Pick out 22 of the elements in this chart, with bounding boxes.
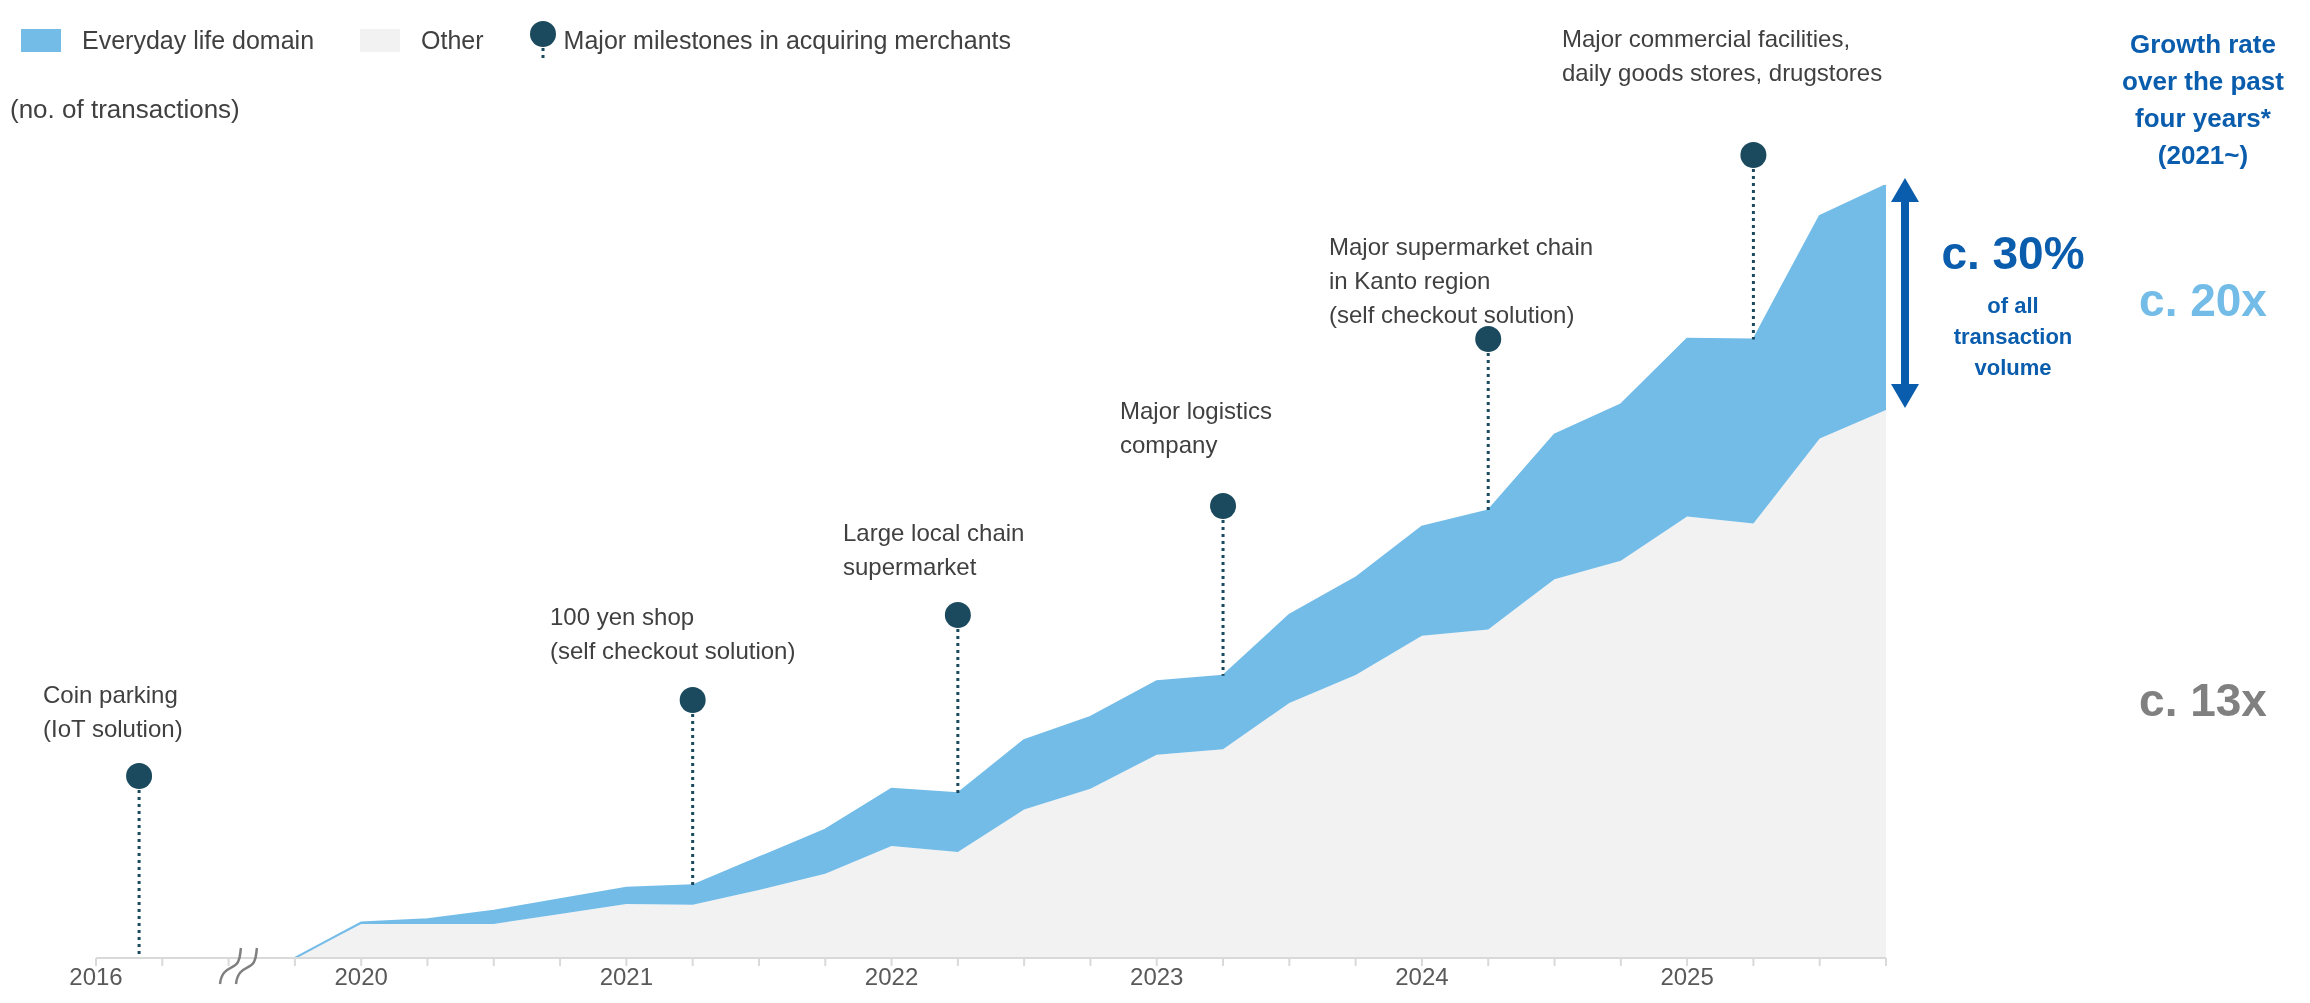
x-tick-label: 2022 (864, 963, 919, 991)
annotation: Coin parking (IoT solution) (43, 680, 183, 744)
text: Major commercial facilities, daily goods stores, drugstores (1562, 24, 1883, 88)
x-tick-label: 2024 (1395, 963, 1449, 991)
annotation: Major supermarket chain in Kanto region (self checkout solution) (1329, 232, 1594, 330)
text: c. 13x (2138, 673, 2268, 727)
legend-label: Everyday life domain (82, 25, 315, 55)
x-tick-label: 2023 (1130, 963, 1184, 991)
x-tick-label: 2016 (69, 963, 123, 991)
text: c. 30% (1940, 226, 2086, 280)
x-tick-label: 2021 (599, 963, 654, 991)
annotation: Major logistics company (1120, 396, 1273, 460)
annotation: 100 yen shop (self checkout solution) (550, 602, 796, 666)
x-tick-label: 2025 (1660, 963, 1714, 991)
legend-label: Other (421, 25, 484, 55)
annotation: Large local chain supermarket (843, 518, 1025, 582)
y-axis-title: (no. of transactions) (10, 94, 240, 125)
text: c. 20x (2138, 273, 2268, 327)
text: Major milestones in acquiring merchants (563, 25, 1012, 55)
x-tick-label: 2020 (334, 963, 388, 991)
text: of all transaction volume (1952, 292, 2074, 382)
text: Growth rate over the past four years* (2021~) (2121, 28, 2285, 172)
